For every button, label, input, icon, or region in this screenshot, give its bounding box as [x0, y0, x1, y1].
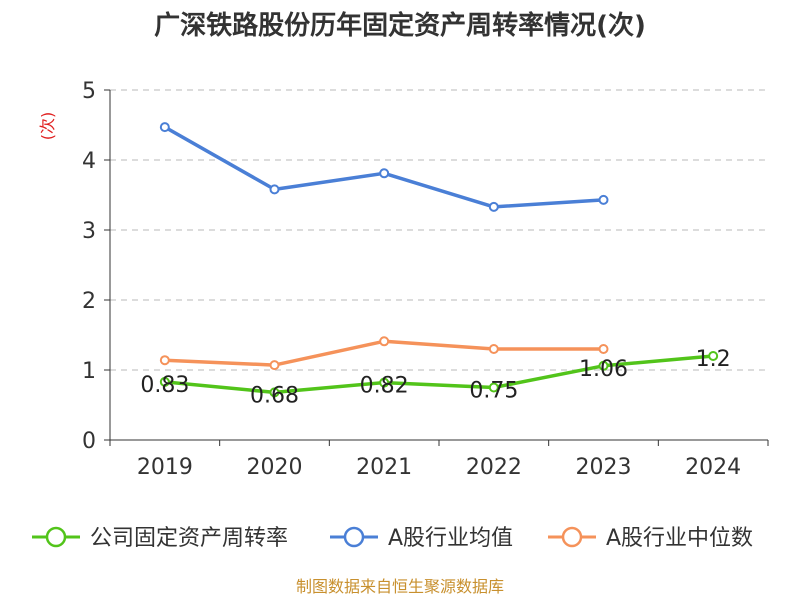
data-point: [159, 122, 170, 133]
legend-item[interactable]: 公司固定资产周转率: [32, 526, 288, 551]
legend-label: A股行业中位数: [606, 526, 753, 551]
legend-marker: [45, 526, 67, 548]
legend-label: 公司固定资产周转率: [90, 526, 288, 551]
data-label: 0.75: [469, 379, 518, 404]
data-point: [379, 336, 390, 347]
series-line: [163, 125, 604, 209]
legend[interactable]: 公司固定资产周转率 A股行业均值 A股行业中位数: [32, 526, 753, 551]
y-axis-label: (次): [38, 112, 57, 141]
legend-marker: [561, 526, 583, 548]
axes: 0 1 2 3 4 5 2019 2020 2021 2022 2023 2024: [82, 79, 769, 480]
x-tick-label: 2020: [247, 455, 303, 480]
data-point: [159, 376, 170, 387]
legend-item[interactable]: A股行业中位数: [548, 526, 753, 551]
data-point: [598, 360, 609, 371]
data-label: 1.06: [579, 357, 628, 382]
legend-marker: [343, 526, 365, 548]
y-tick-label: 0: [82, 429, 96, 454]
data-point: [379, 377, 390, 388]
data-point: [488, 382, 499, 393]
data-point: [379, 168, 390, 179]
data-point: [159, 355, 170, 366]
data-point: [269, 184, 280, 195]
series-line: [164, 354, 714, 395]
data-point: [488, 344, 499, 354]
data-label: 1.2: [696, 347, 731, 372]
data-label: 0.68: [250, 383, 299, 408]
data-label: 0.83: [140, 373, 189, 398]
x-tick-label: 2021: [356, 455, 412, 480]
data-point: [488, 201, 499, 212]
chart-title: 广深铁路股份历年固定资产周转率情况(次): [154, 10, 646, 41]
y-tick-label: 3: [82, 219, 96, 244]
x-tick-label: 2019: [137, 455, 193, 480]
data-point: [598, 194, 609, 205]
data-labels: 0.83 0.68 0.82 0.75 1.06 1.2: [140, 347, 730, 408]
y-tick-label: 1: [82, 359, 96, 384]
source-note: 制图数据来自恒生聚源数据库: [296, 577, 504, 596]
series-lines: [159, 122, 719, 398]
gridlines: [110, 89, 768, 371]
data-point: [708, 351, 719, 361]
data-point: [269, 387, 280, 398]
data-point: [598, 344, 609, 354]
data-point: [269, 360, 280, 371]
x-tick-label: 2024: [685, 455, 741, 480]
x-tick-label: 2022: [466, 455, 522, 480]
y-tick-label: 4: [82, 149, 96, 174]
x-tick-label: 2023: [576, 455, 632, 480]
legend-label: A股行业均值: [388, 526, 513, 551]
y-tick-label: 2: [82, 289, 96, 314]
data-label: 0.82: [360, 374, 409, 399]
legend-item[interactable]: A股行业均值: [330, 526, 513, 551]
y-tick-label: 5: [82, 79, 96, 104]
